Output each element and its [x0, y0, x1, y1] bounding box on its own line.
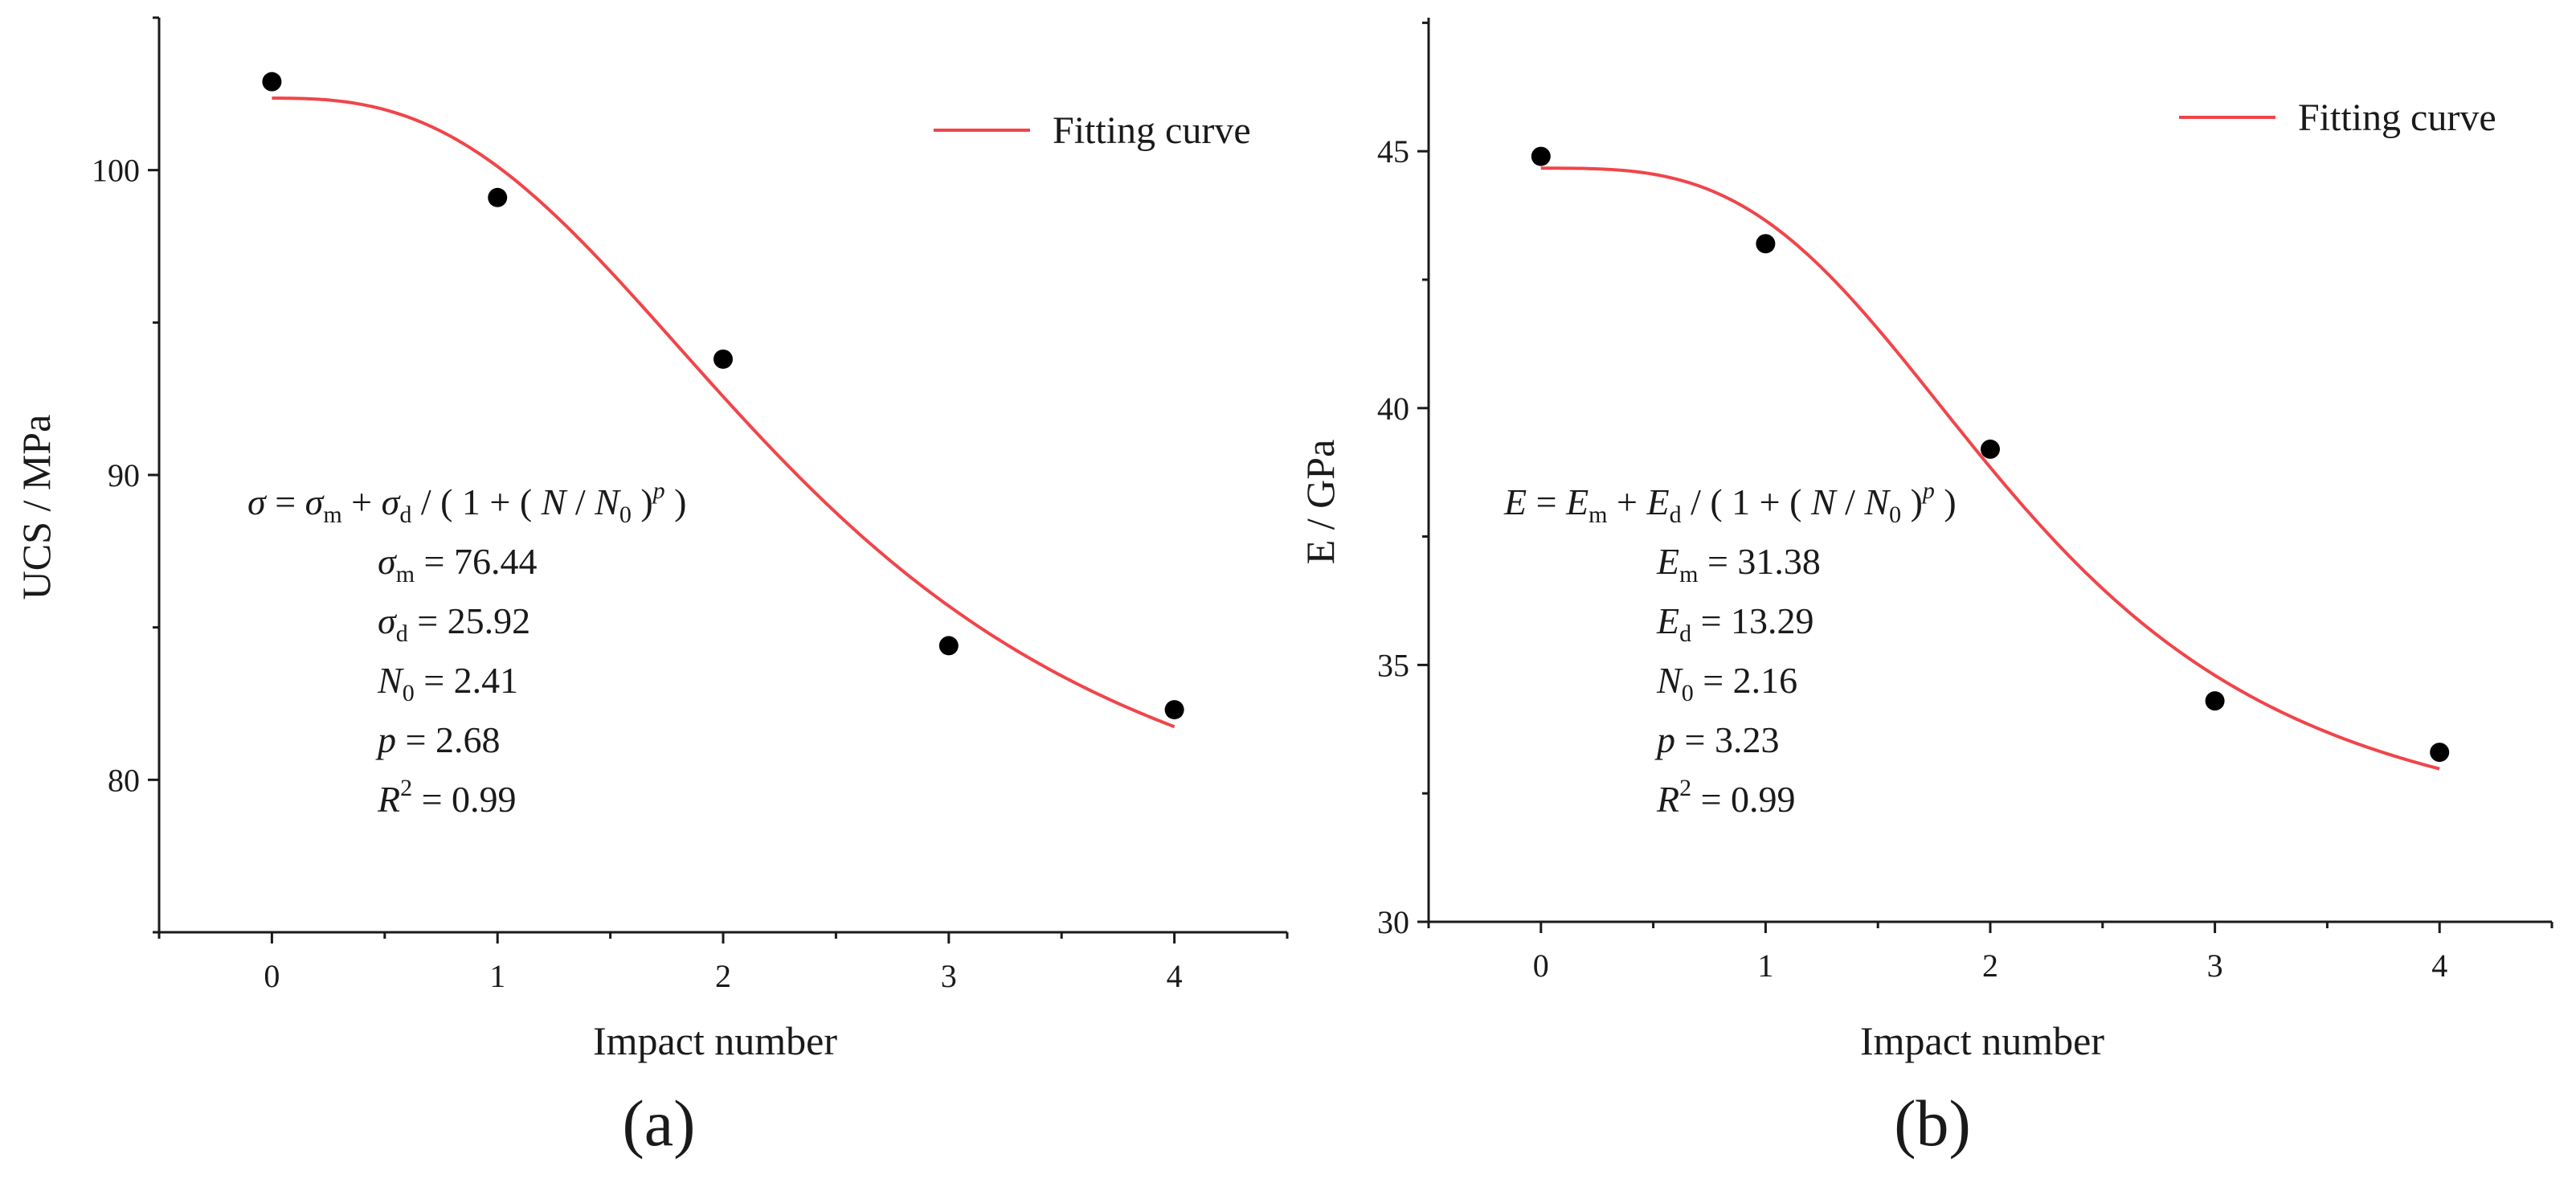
panel-label: (b) [1894, 1087, 1971, 1160]
equation-main: E = Em + Ed / ( 1 + ( N / N0 )p ) [1503, 477, 1957, 528]
y-tick-label: 40 [1377, 391, 1409, 427]
equation-param: p = 2.68 [375, 719, 500, 760]
y-tick-label: 80 [108, 762, 140, 798]
data-point-0 [262, 72, 282, 92]
y-tick-label: 35 [1377, 647, 1409, 683]
legend-label: Fitting curve [1053, 109, 1251, 152]
equation-param: σd = 25.92 [378, 600, 530, 647]
equation-param: R2 = 0.99 [377, 775, 517, 820]
y-tick-label: 45 [1377, 133, 1409, 170]
chart-panel-0: 0 1 2 3 4 80 90 100 Impact number UCS / MPa Fittin… [14, 16, 1289, 1160]
equation-param: N0 = 2.41 [377, 660, 518, 706]
y-tick-label: 100 [92, 153, 140, 189]
x-axis-label: Impact number [1860, 1018, 2104, 1063]
x-tick-label: 4 [2431, 948, 2447, 984]
data-point-0 [1531, 146, 1551, 166]
data-point-2 [1981, 439, 2000, 459]
data-point-1 [1756, 234, 1776, 254]
equation-param: Ed = 13.29 [1656, 600, 1814, 647]
x-tick-label: 2 [715, 958, 731, 994]
equation-param: R2 = 0.99 [1656, 775, 1796, 820]
x-tick-label: 2 [1982, 948, 1998, 984]
y-tick-label: 90 [108, 457, 140, 493]
data-point-3 [2205, 691, 2225, 711]
x-tick-label: 4 [1167, 958, 1183, 994]
fit-equation: E = Em + Ed / ( 1 + ( N / N0 )p ) Em = 31… [1503, 477, 1957, 820]
data-point-1 [488, 187, 508, 207]
y-tick-label: 30 [1377, 904, 1409, 940]
equation-param: Em = 31.38 [1656, 541, 1821, 587]
y-axis-label: UCS / MPa [14, 415, 59, 600]
equation-main: σ = σm + σd / ( 1 + ( N / N0 )p ) [247, 477, 686, 528]
x-axis-label: Impact number [593, 1018, 837, 1063]
equation-param: σm = 76.44 [378, 541, 537, 587]
x-tick-label: 0 [264, 958, 280, 994]
fit-equation: σ = σm + σd / ( 1 + ( N / N0 )p ) σm = 76… [247, 477, 686, 820]
y-axis-label: E / GPa [1298, 440, 1343, 565]
data-point-4 [2430, 743, 2450, 763]
x-tick-label: 3 [2207, 948, 2223, 984]
data-point-3 [938, 636, 959, 656]
x-tick-label: 1 [489, 958, 505, 994]
fitting-curve [272, 96, 1176, 729]
x-tick-label: 1 [1757, 948, 1773, 984]
fitting-curve [1540, 166, 2440, 771]
x-tick-label: 3 [941, 958, 957, 994]
panel-label: (a) [622, 1087, 695, 1160]
equation-param: N0 = 2.16 [1656, 660, 1797, 706]
legend-label: Fitting curve [2298, 96, 2496, 139]
chart-panel-1: 0 1 2 3 4 30 35 40 45 Impact number E / GPa Fitting… [1298, 18, 2554, 1160]
x-tick-label: 0 [1533, 948, 1549, 984]
data-point-2 [714, 349, 733, 369]
equation-param: p = 3.23 [1654, 719, 1779, 760]
data-point-4 [1164, 700, 1184, 720]
